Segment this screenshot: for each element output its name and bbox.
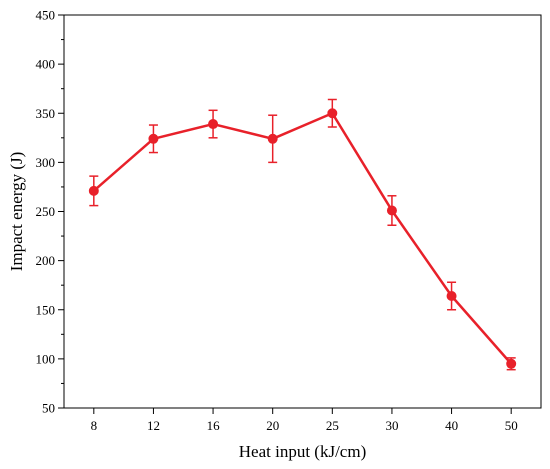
data-point	[507, 359, 516, 368]
data-point	[387, 206, 396, 215]
data-point	[268, 134, 277, 143]
x-tick-label: 20	[266, 418, 279, 433]
y-tick-label: 250	[36, 204, 56, 219]
data-point	[328, 109, 337, 118]
x-tick-label: 16	[207, 418, 221, 433]
x-tick-label: 12	[147, 418, 160, 433]
y-tick-label: 100	[36, 351, 56, 366]
data-point	[209, 120, 218, 129]
y-tick-label: 150	[36, 302, 56, 317]
x-axis-title: Heat input (kJ/cm)	[239, 442, 366, 461]
x-tick-label: 25	[326, 418, 339, 433]
data-point	[89, 186, 98, 195]
y-tick-label: 300	[36, 155, 56, 170]
data-point	[447, 291, 456, 300]
y-axis-title: Impact energy (J)	[7, 152, 26, 272]
y-tick-label: 200	[36, 253, 56, 268]
plot-area-frame	[64, 15, 541, 408]
x-tick-label: 50	[505, 418, 518, 433]
ticks-layer: 50 100 150 200 250 300 350 400 450 8 12 16 20 25 30 40 5…	[36, 8, 518, 434]
series-line	[94, 113, 511, 364]
y-tick-label: 50	[42, 401, 55, 416]
x-tick-label: 8	[91, 418, 98, 433]
series-line-layer	[94, 113, 511, 364]
x-tick-label: 40	[445, 418, 458, 433]
y-tick-label: 350	[36, 106, 56, 121]
y-tick-label: 450	[36, 8, 56, 23]
x-tick-label: 30	[385, 418, 398, 433]
data-point	[149, 134, 158, 143]
y-tick-label: 400	[36, 57, 56, 72]
